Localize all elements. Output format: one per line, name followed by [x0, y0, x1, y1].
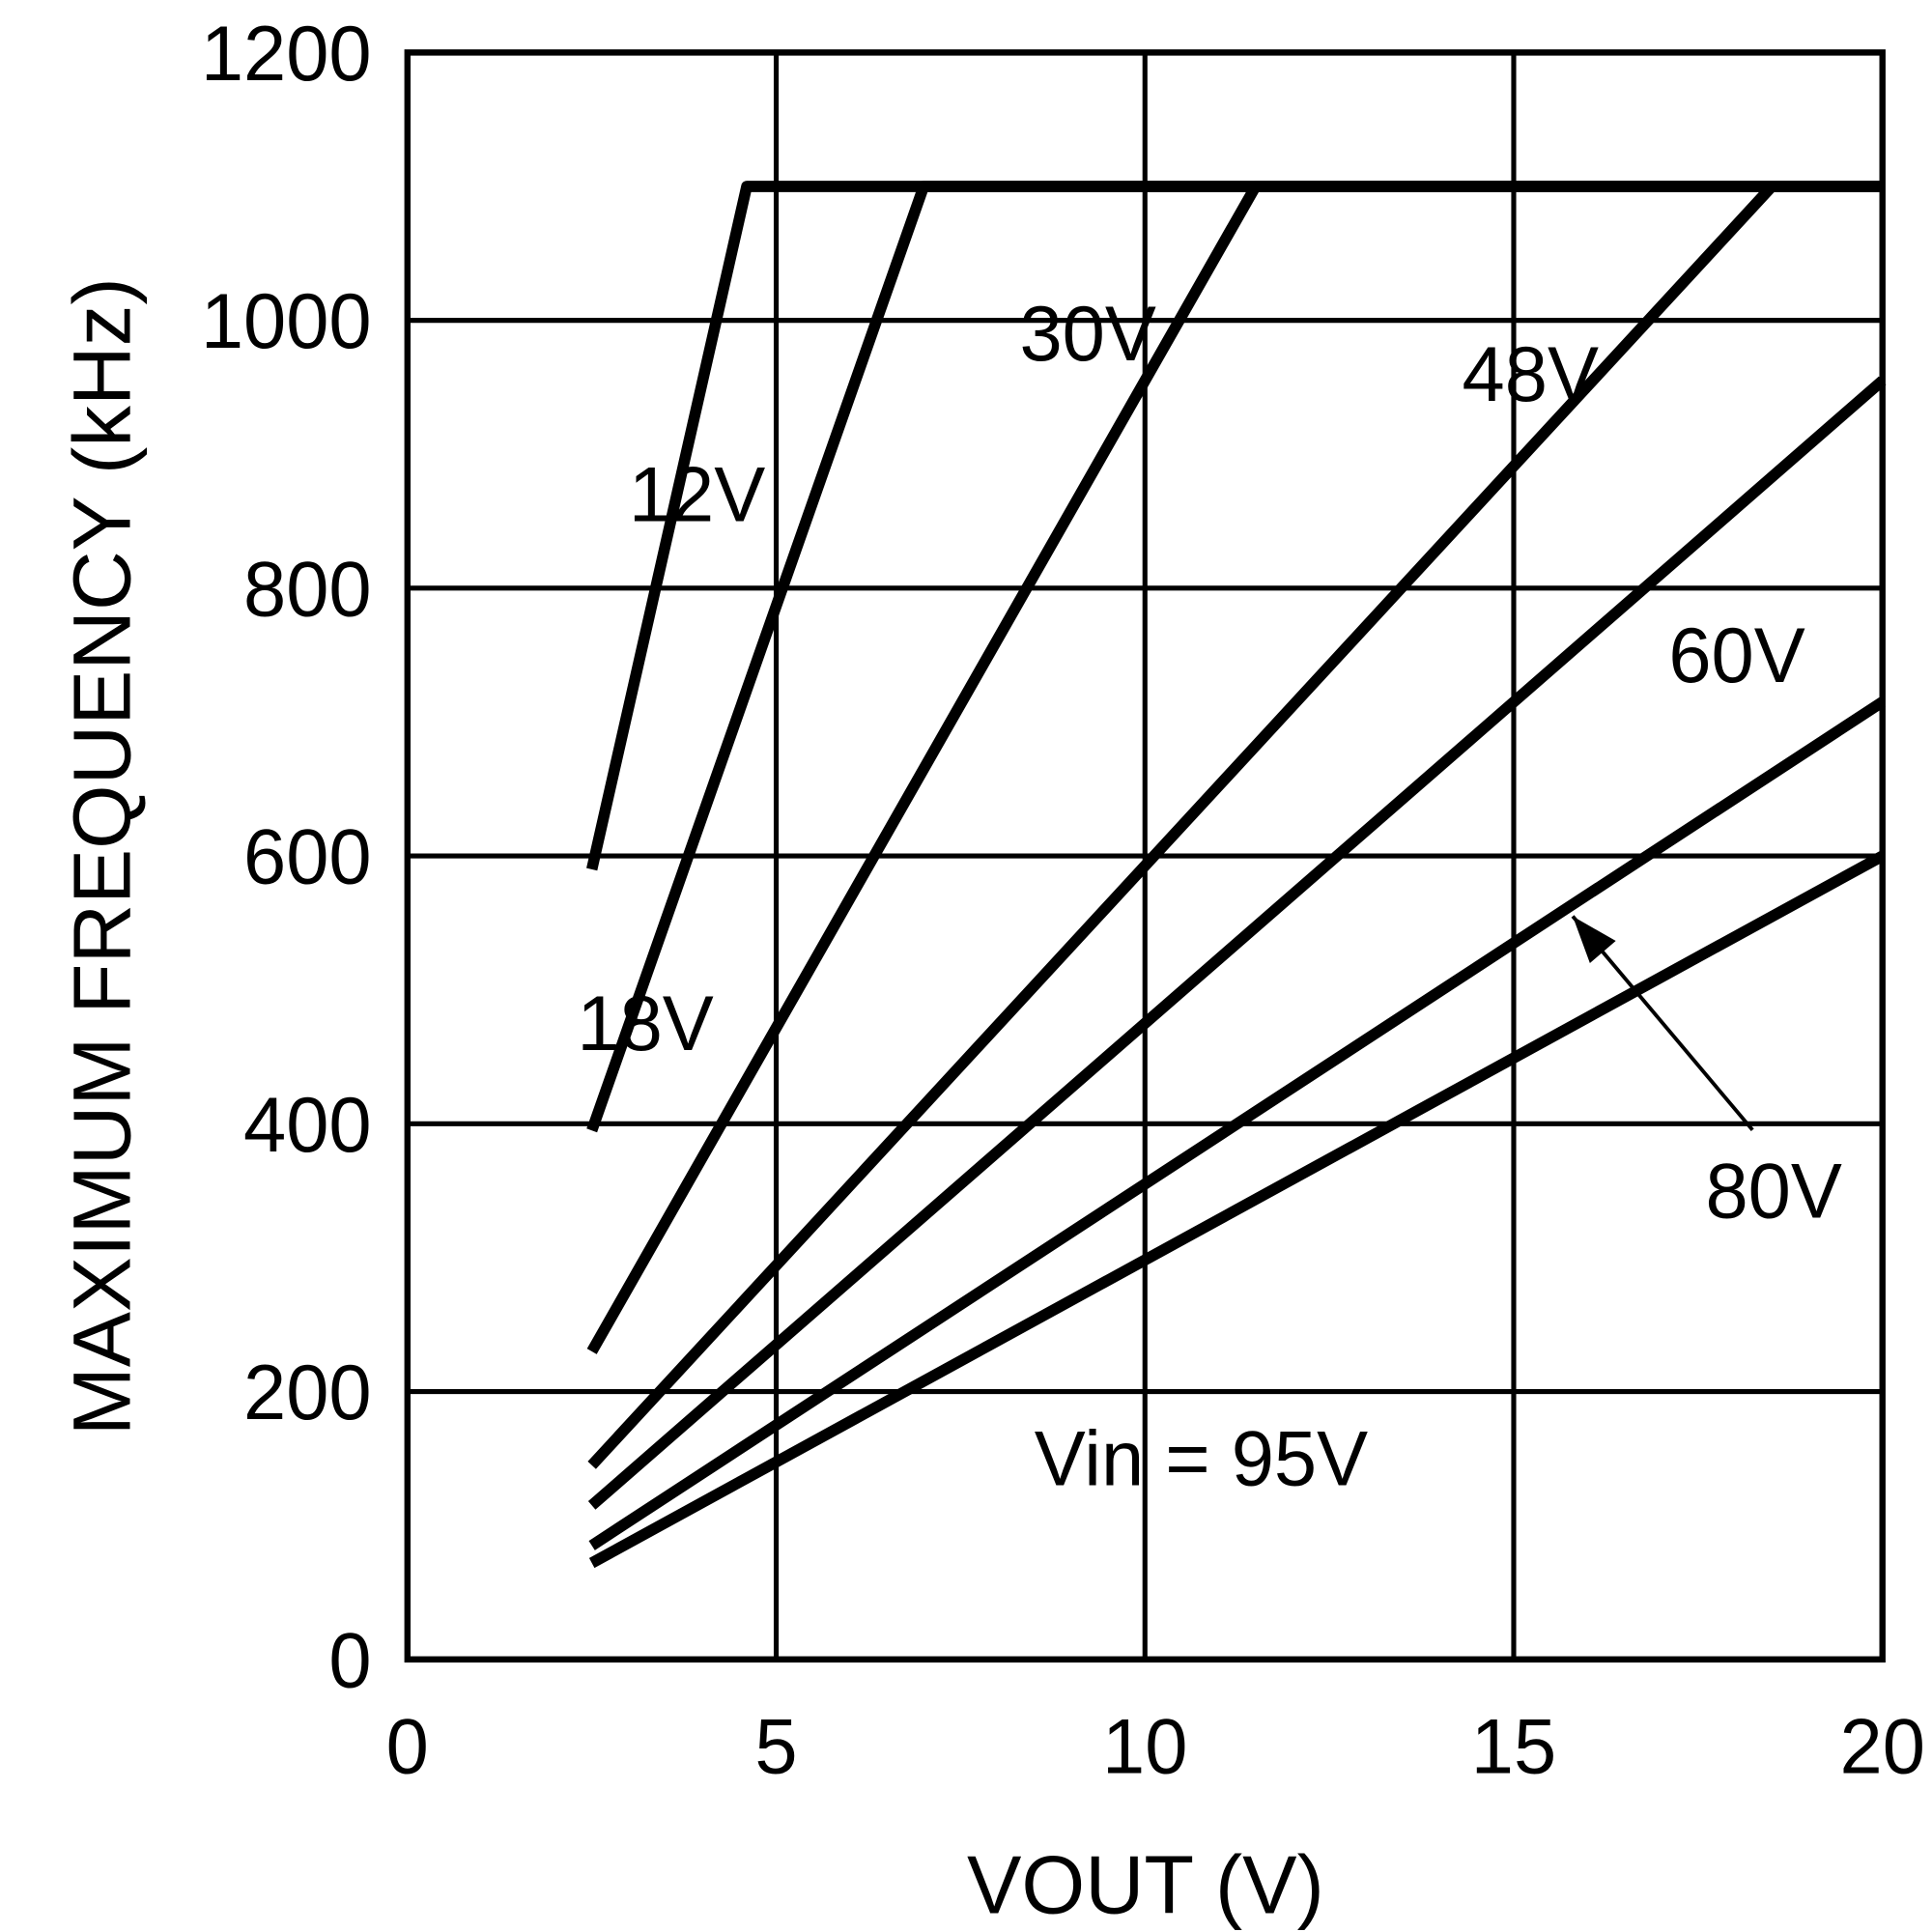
- x-tick-label: 0: [386, 1703, 429, 1789]
- y-tick-label: 0: [328, 1617, 371, 1703]
- annotation-label: 30V: [1019, 291, 1155, 377]
- annotations: 12V 18V 30V 48V 60V 80V Vin = 95V: [577, 291, 1842, 1502]
- annotation-label: 12V: [629, 451, 765, 537]
- series-line-48v: [587, 181, 1883, 1469]
- x-tick-label: 5: [754, 1703, 797, 1789]
- annotation-label: 18V: [577, 980, 713, 1066]
- x-tick-label: 10: [1102, 1703, 1187, 1789]
- series-line-30v: [586, 181, 1883, 1354]
- y-tick-label: 200: [243, 1350, 372, 1435]
- y-tick-label: 1000: [201, 278, 372, 364]
- annotation-label: 60V: [1668, 612, 1804, 698]
- annotation-label: Vin = 95V: [1035, 1415, 1368, 1501]
- x-axis-label: VOUT (V): [967, 1839, 1324, 1931]
- x-tick-label: 20: [1840, 1703, 1925, 1789]
- x-tick-label: 15: [1471, 1703, 1556, 1789]
- annotation-label: 80V: [1705, 1148, 1841, 1234]
- y-tick-label: 600: [243, 813, 372, 899]
- series-line-80v: [588, 696, 1886, 1550]
- y-tick-label: 1200: [201, 11, 372, 97]
- series-lines: [586, 181, 1887, 1569]
- y-axis-label: MAXIMUM FREQUENCY (kHz): [57, 277, 149, 1435]
- annotation-label: 48V: [1463, 330, 1599, 416]
- y-tick-label: 800: [243, 546, 372, 632]
- arrow-head-icon: [1573, 916, 1616, 964]
- series-line-60v: [587, 376, 1887, 1510]
- y-tick-label: 400: [243, 1081, 372, 1167]
- series-line-vin-95v: [588, 850, 1886, 1569]
